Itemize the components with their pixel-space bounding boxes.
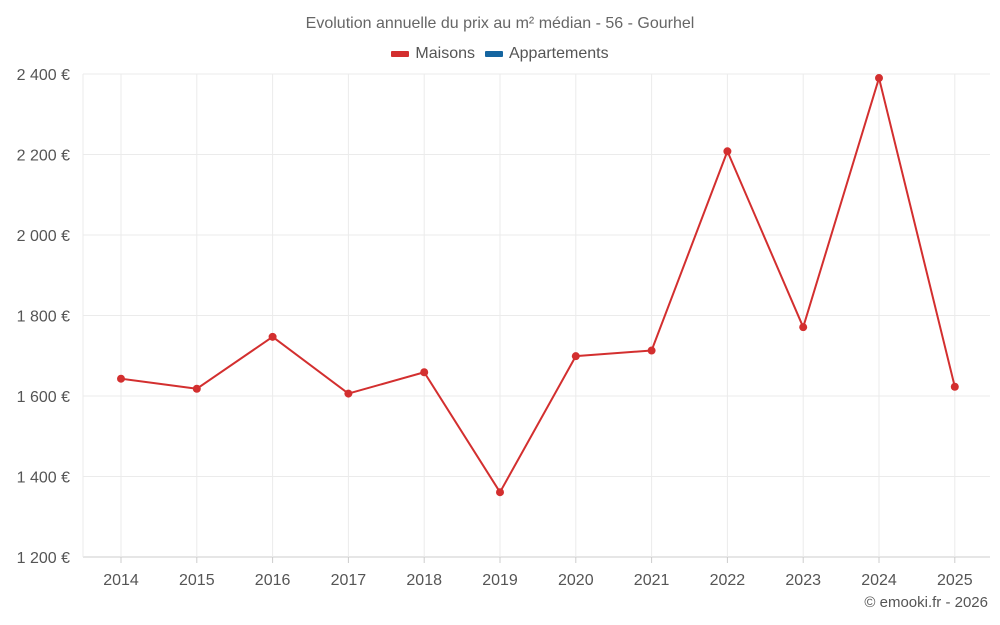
x-tick-label: 2022 (710, 572, 746, 589)
y-tick-label: 2 400 € (17, 67, 70, 84)
y-tick-label: 1 600 € (17, 389, 70, 406)
data-point (571, 352, 580, 361)
legend-item-maisons[interactable]: Maisons (391, 45, 475, 63)
y-tick-label: 1 800 € (17, 309, 70, 326)
x-tick-label: 2014 (103, 572, 139, 589)
data-point (117, 374, 125, 383)
legend-label-maisons: Maisons (415, 45, 475, 62)
y-tick-label: 1 200 € (17, 550, 70, 567)
data-point (192, 384, 201, 393)
y-tick-label: 2 200 € (17, 148, 70, 165)
y-tick-label: 1 400 € (17, 470, 70, 487)
x-tick-label: 2019 (482, 572, 518, 589)
data-point (420, 368, 429, 377)
legend-swatch-maisons (391, 51, 410, 57)
chart-title: Evolution annuelle du prix au m² médian … (305, 15, 695, 32)
credit-text: © emooki.fr - 2026 (864, 594, 988, 611)
data-point (496, 488, 504, 497)
data-point (950, 382, 959, 391)
x-tick-label: 2020 (558, 572, 594, 589)
data-point (799, 323, 808, 332)
x-tick-label: 2015 (179, 572, 215, 589)
series-line-maisons (120, 77, 956, 494)
data-point (647, 346, 656, 355)
x-tick-label: 2016 (255, 572, 291, 589)
x-tick-label: 2025 (937, 572, 973, 589)
x-tick-label: 2021 (634, 572, 670, 589)
data-point (723, 147, 732, 156)
x-tick-label: 2023 (785, 572, 821, 589)
y-tick-label: 2 000 € (17, 228, 70, 245)
data-point (344, 389, 353, 398)
data-point (268, 332, 277, 341)
data-point (875, 74, 883, 83)
chart-legend: Maisons Appartements (0, 45, 1000, 63)
legend-label-appartements: Appartements (508, 45, 609, 62)
legend-item-appartements[interactable]: Appartements (484, 45, 609, 63)
x-tick-label: 2017 (331, 572, 367, 589)
legend-swatch-appartements (484, 51, 503, 57)
x-tick-label: 2024 (861, 572, 897, 589)
x-tick-label: 2018 (406, 572, 442, 589)
